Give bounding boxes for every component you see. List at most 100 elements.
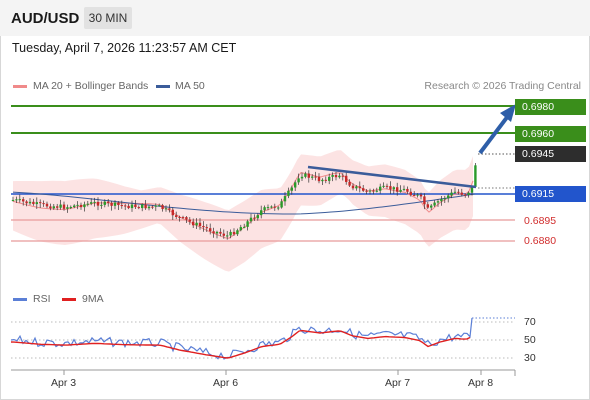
- candle-body: [195, 222, 198, 226]
- bollinger-band-area: [13, 150, 473, 272]
- rsi-tick-30: 30: [524, 352, 536, 364]
- candle-body: [52, 206, 55, 209]
- candle-body: [348, 181, 351, 186]
- candle-body: [246, 221, 249, 227]
- bollinger-legend-label: MA 20 + Bollinger Bands: [33, 80, 149, 92]
- candle-body: [137, 207, 140, 209]
- candle-body: [141, 204, 144, 209]
- date-tick-apr7: Apr 7: [385, 377, 411, 389]
- trendline: [307, 165, 477, 189]
- candle-body: [188, 219, 191, 222]
- rsi-line: [10, 317, 473, 360]
- ma50-legend-swatch: [156, 85, 170, 88]
- candle-body: [311, 176, 314, 178]
- s2-label: 0.6880: [524, 235, 557, 247]
- candle-body: [39, 202, 42, 204]
- rsi-ma-legend-label: 9MA: [82, 293, 104, 305]
- candle-body: [270, 206, 273, 208]
- candle-body: [331, 174, 334, 177]
- rsi-ma-legend-swatch: [62, 298, 76, 301]
- candle-body: [453, 191, 457, 193]
- candle-body: [256, 215, 259, 219]
- candle-body: [205, 227, 208, 229]
- candle-body: [212, 231, 215, 234]
- candle-body: [372, 190, 375, 192]
- candle-body: [45, 203, 49, 207]
- candle-body: [287, 190, 290, 197]
- candle-body: [379, 186, 382, 191]
- candle-body: [239, 227, 242, 231]
- candle-body: [66, 207, 69, 209]
- candle-body: [273, 206, 276, 208]
- candle-body: [18, 199, 21, 201]
- candle-body: [283, 196, 287, 202]
- candlesticks: [11, 163, 477, 240]
- candle-body: [355, 186, 358, 189]
- candle-body: [328, 176, 331, 181]
- s1-label: 0.6895: [524, 215, 557, 227]
- candle-body: [175, 215, 178, 217]
- candle-body: [127, 205, 130, 209]
- candle-body: [219, 231, 222, 234]
- candle-body: [117, 202, 120, 206]
- candle-body: [436, 201, 440, 203]
- date-tick-apr3: Apr 3: [51, 377, 77, 389]
- candle-body: [144, 204, 147, 209]
- candle-body: [297, 178, 300, 183]
- candle-body: [181, 217, 185, 219]
- candle-body: [375, 190, 378, 192]
- candle-body: [232, 231, 236, 235]
- candle-body: [236, 230, 239, 235]
- candle-body: [96, 201, 100, 206]
- candle-body: [362, 188, 365, 191]
- candle-body: [35, 202, 38, 205]
- candle-body: [90, 202, 93, 204]
- ma50-line: [12, 191, 476, 215]
- r2-label: 0.6980: [515, 99, 586, 115]
- candle-body: [86, 203, 89, 205]
- copyright-text: Research © 2026 Trading Central: [424, 80, 581, 92]
- candle-body: [430, 205, 433, 208]
- candle-body: [365, 190, 368, 192]
- candle-body: [433, 202, 436, 206]
- candle-body: [59, 204, 62, 208]
- candle-body: [253, 217, 256, 219]
- timeframe-button[interactable]: 30 MIN: [84, 7, 132, 29]
- forecast-arrow-shaft: [478, 114, 510, 155]
- bollinger-legend-swatch: [13, 85, 27, 88]
- candle-body: [49, 206, 52, 209]
- candle-body: [470, 186, 474, 193]
- date-tick-apr8: Apr 8: [468, 377, 494, 389]
- candle-body: [399, 189, 402, 192]
- candle-body: [389, 186, 392, 190]
- current-price-label: 0.6945: [515, 146, 586, 162]
- candle-body: [450, 192, 453, 196]
- bollinger-fill: [13, 150, 473, 272]
- candle-body: [32, 201, 35, 205]
- candle-body: [130, 204, 134, 209]
- candle-body: [15, 199, 18, 201]
- candle-body: [280, 201, 283, 208]
- candle-body: [304, 173, 307, 177]
- candle-body: [62, 204, 66, 209]
- rsi-tick-50: 50: [524, 334, 536, 346]
- candle-body: [396, 187, 399, 192]
- ma50-legend-label: MA 50: [175, 80, 205, 92]
- candle-body: [79, 204, 83, 208]
- symbol-title: AUD/USD: [11, 10, 80, 27]
- candle-body: [151, 206, 154, 208]
- candle-body: [22, 199, 25, 202]
- candle-body: [171, 209, 174, 216]
- candle-body: [229, 231, 232, 236]
- candle-body: [76, 204, 79, 206]
- candle-body: [249, 217, 253, 222]
- candle-body: [100, 204, 103, 206]
- candle-body: [83, 204, 86, 208]
- candle-body: [307, 173, 310, 178]
- pivot-label: 0.6915: [515, 186, 586, 202]
- candle-body: [215, 231, 219, 234]
- candle-body: [443, 198, 446, 200]
- candle-body: [222, 233, 225, 236]
- candle-body: [392, 187, 395, 190]
